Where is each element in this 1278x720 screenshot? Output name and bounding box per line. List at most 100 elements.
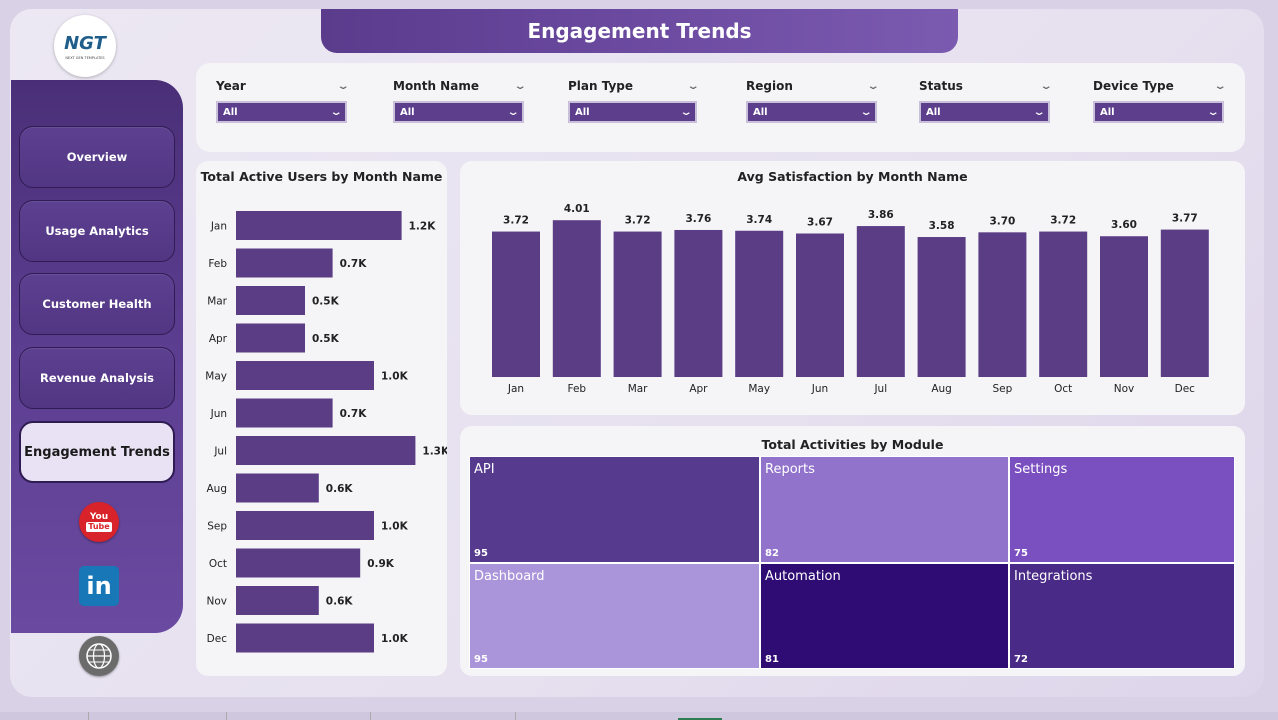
active-sheet-tab-indicator[interactable] bbox=[678, 718, 722, 720]
bar[interactable] bbox=[492, 231, 540, 377]
filter-region-value: All bbox=[753, 106, 768, 118]
linkedin-icon[interactable]: in bbox=[79, 566, 119, 606]
treemap-cell-settings[interactable]: Settings 75 bbox=[1009, 456, 1235, 563]
filter-status-label: Status bbox=[919, 79, 963, 93]
bar[interactable] bbox=[674, 229, 723, 377]
filter-month-name-select[interactable]: All ⌄ bbox=[393, 101, 524, 123]
nav-engagement-trends-button[interactable]: Engagement Trends bbox=[19, 421, 175, 483]
bar[interactable] bbox=[1039, 231, 1088, 377]
treemap-cell-label: Dashboard bbox=[474, 569, 545, 584]
filter-status-select[interactable]: All ⌄ bbox=[919, 101, 1050, 123]
data-label: 3.70 bbox=[989, 215, 1015, 227]
filter-year-label: Year bbox=[216, 79, 246, 93]
logo-subtext: NEXT GEN TEMPLATES bbox=[65, 55, 105, 60]
chevron-down-icon[interactable]: ⌄ bbox=[1213, 80, 1227, 92]
nav-overview-button[interactable]: Overview bbox=[19, 126, 175, 188]
bar[interactable] bbox=[978, 232, 1027, 377]
filter-region-select[interactable]: All ⌄ bbox=[746, 101, 877, 123]
nav-customer-health-button[interactable]: Customer Health bbox=[19, 273, 175, 335]
x-tick-label: Feb bbox=[568, 383, 587, 395]
globe-icon[interactable] bbox=[79, 636, 119, 676]
activities-treemap-title: Total Activities by Module bbox=[761, 437, 944, 452]
nav-revenue-analysis-button[interactable]: Revenue Analysis bbox=[19, 347, 175, 409]
active-users-chart: Jan 1.2K Feb 0.7K Mar 0.5K Apr 0.5K May 1.0K Jun 0.… bbox=[205, 211, 447, 653]
chevron-down-icon: ⌄ bbox=[1032, 106, 1046, 118]
bar[interactable] bbox=[1100, 236, 1148, 377]
chevron-down-icon[interactable]: ⌄ bbox=[686, 80, 700, 92]
data-label: 3.74 bbox=[746, 214, 772, 226]
filter-plan-type-label: Plan Type bbox=[568, 79, 634, 93]
treemap-cell-reports[interactable]: Reports 82 bbox=[760, 456, 1009, 563]
data-label: 1.0K bbox=[381, 371, 409, 383]
bar[interactable] bbox=[236, 286, 305, 315]
data-label: 0.7K bbox=[340, 408, 368, 420]
bar[interactable] bbox=[236, 548, 361, 578]
bar[interactable] bbox=[856, 226, 905, 377]
logo-text: NGT bbox=[64, 32, 106, 54]
ngt-logo[interactable]: NGT NEXT GEN TEMPLATES bbox=[54, 15, 116, 77]
sheet-tab-divider bbox=[370, 712, 371, 720]
bar[interactable] bbox=[236, 436, 416, 465]
filter-plan-type: Plan Type ⌄ All ⌄ bbox=[568, 77, 700, 123]
y-tick-label: Aug bbox=[206, 483, 227, 495]
treemap-cell-label: Settings bbox=[1014, 462, 1068, 477]
x-tick-label: Jan bbox=[507, 383, 524, 395]
bar[interactable] bbox=[613, 231, 662, 377]
filter-year-select[interactable]: All ⌄ bbox=[216, 101, 347, 123]
bar[interactable] bbox=[236, 323, 305, 353]
bar[interactable] bbox=[236, 473, 319, 503]
treemap-cell-integrations[interactable]: Integrations 72 bbox=[1009, 563, 1235, 669]
bar[interactable] bbox=[236, 361, 374, 390]
chevron-down-icon[interactable]: ⌄ bbox=[336, 80, 350, 92]
data-label: 0.7K bbox=[340, 258, 368, 270]
youtube-icon[interactable]: You Tube bbox=[79, 502, 119, 542]
bar[interactable] bbox=[236, 248, 333, 278]
chevron-down-icon[interactable]: ⌄ bbox=[513, 80, 527, 92]
bar[interactable] bbox=[552, 220, 601, 377]
treemap-cell-label: Reports bbox=[765, 462, 815, 477]
bar[interactable] bbox=[735, 230, 784, 377]
y-tick-label: Mar bbox=[207, 296, 227, 308]
bar[interactable] bbox=[796, 233, 844, 377]
chevron-down-icon: ⌄ bbox=[679, 106, 693, 118]
bar[interactable] bbox=[236, 398, 333, 428]
chevron-down-icon[interactable]: ⌄ bbox=[866, 80, 880, 92]
x-tick-label: Sep bbox=[993, 383, 1013, 395]
filter-plan-type-select[interactable]: All ⌄ bbox=[568, 101, 697, 123]
filter-month-name-label: Month Name bbox=[393, 79, 479, 93]
treemap-cell-label: Automation bbox=[765, 569, 841, 584]
treemap-cell-automation[interactable]: Automation 81 bbox=[760, 563, 1009, 669]
sheet-tab-divider bbox=[88, 712, 89, 720]
bar[interactable] bbox=[236, 586, 319, 615]
y-tick-label: Feb bbox=[208, 258, 227, 270]
bar[interactable] bbox=[1160, 229, 1209, 377]
x-tick-label: Nov bbox=[1114, 383, 1135, 395]
bar[interactable] bbox=[236, 511, 374, 540]
bar[interactable] bbox=[236, 623, 374, 653]
bar[interactable] bbox=[917, 237, 966, 377]
page-title: Engagement Trends bbox=[321, 9, 958, 53]
chevron-down-icon: ⌄ bbox=[859, 106, 873, 118]
data-label: 3.58 bbox=[929, 220, 955, 232]
treemap-cell-api[interactable]: API 95 bbox=[469, 456, 760, 563]
x-tick-label: May bbox=[748, 383, 770, 395]
data-label: 3.72 bbox=[1050, 215, 1076, 227]
x-tick-label: Aug bbox=[931, 383, 952, 395]
y-tick-label: Jul bbox=[213, 446, 227, 458]
chevron-down-icon[interactable]: ⌄ bbox=[1039, 80, 1053, 92]
treemap-cell-dashboard[interactable]: Dashboard 95 bbox=[469, 563, 760, 669]
filter-device-type-label: Device Type bbox=[1093, 79, 1174, 93]
x-tick-label: Dec bbox=[1175, 383, 1196, 395]
chevron-down-icon: ⌄ bbox=[506, 106, 520, 118]
filter-device-type-select[interactable]: All ⌄ bbox=[1093, 101, 1224, 123]
bar[interactable] bbox=[236, 211, 402, 240]
nav-usage-analytics-button[interactable]: Usage Analytics bbox=[19, 200, 175, 262]
sheet-tab-divider bbox=[515, 712, 516, 720]
data-label: 3.67 bbox=[807, 217, 833, 229]
x-tick-label: Mar bbox=[628, 383, 648, 395]
treemap-cell-value: 75 bbox=[1014, 548, 1028, 559]
active-users-chart-card: Total Active Users by Month Name Jan 1.2K… bbox=[196, 161, 447, 676]
data-label: 0.9K bbox=[367, 558, 395, 570]
y-tick-label: Nov bbox=[207, 596, 228, 608]
filter-panel: Year ⌄ All ⌄ Month Name ⌄ All ⌄ Plan Type ⌄ A… bbox=[196, 63, 1245, 152]
